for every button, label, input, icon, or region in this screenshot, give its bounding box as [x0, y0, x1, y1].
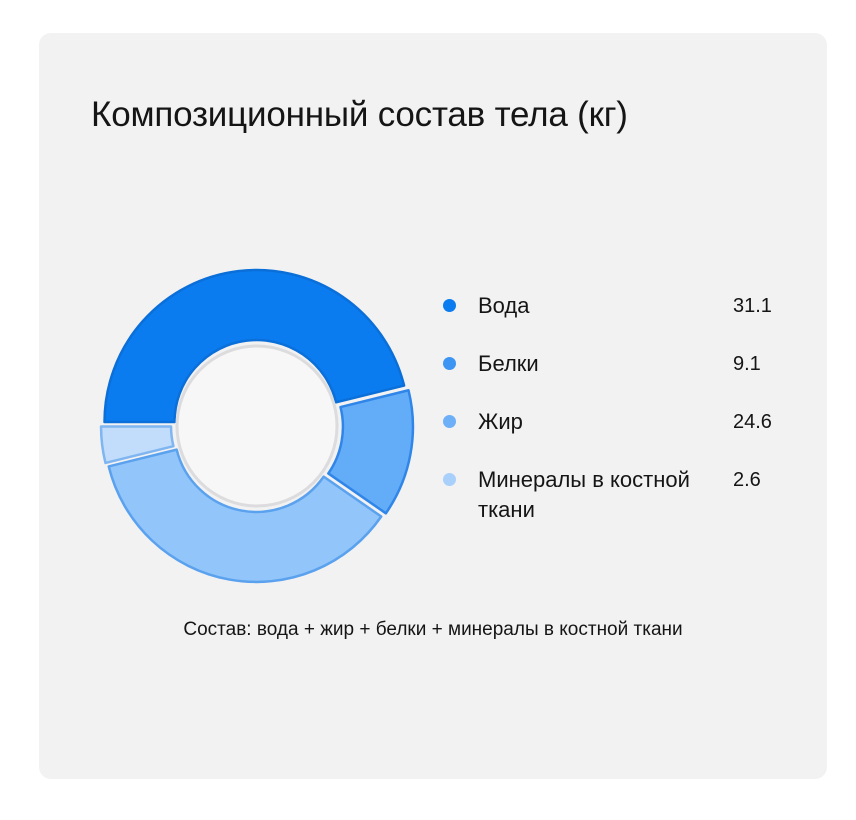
legend-value-water: 31.1 [733, 295, 772, 317]
chart-card: Композиционный состав тела (кг) Вода 31.… [39, 33, 827, 779]
legend-label-protein: Белки [478, 351, 539, 376]
legend-label-fat: Жир [478, 409, 523, 434]
legend-item-fat[interactable]: Жир 24.6 [443, 407, 803, 437]
slice-fat[interactable] [107, 448, 383, 584]
slice-water[interactable] [103, 268, 406, 424]
legend-value-protein: 9.1 [733, 353, 761, 375]
legend-item-water[interactable]: Вода 31.1 [443, 291, 803, 321]
slice-protein[interactable] [327, 388, 415, 515]
composition-footnote: Состав: вода + жир + белки + минералы в … [183, 619, 683, 640]
donut-center [175, 344, 339, 508]
legend-value-minerals: 2.6 [733, 469, 761, 491]
chart-title: Композиционный состав тела (кг) [91, 95, 628, 134]
donut-slices [99, 268, 415, 584]
legend-dot-fat [443, 415, 456, 428]
legend-dot-water [443, 299, 456, 312]
donut-chart [99, 268, 415, 584]
legend-label-minerals: Минералы в костной ткани [478, 467, 690, 522]
legend-dot-minerals [443, 473, 456, 486]
slice-minerals[interactable] [99, 425, 175, 465]
legend-label-water: Вода [478, 293, 530, 318]
legend: Вода 31.1 Белки 9.1 Жир 24.6 Минералы в … [443, 291, 803, 553]
legend-item-protein[interactable]: Белки 9.1 [443, 349, 803, 379]
legend-value-fat: 24.6 [733, 411, 772, 433]
legend-dot-protein [443, 357, 456, 370]
legend-item-minerals[interactable]: Минералы в костной ткани 2.6 [443, 465, 803, 525]
